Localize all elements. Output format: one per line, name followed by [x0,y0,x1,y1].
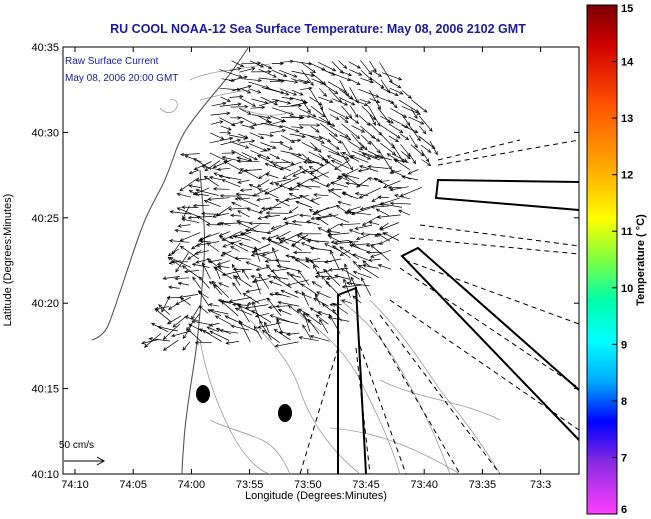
x-tick-label: 73:45 [352,479,380,491]
colorbar-tick-label: 7 [621,452,627,464]
colorbar-tick-label: 12 [621,170,633,182]
x-tick-label: 73:55 [236,479,264,491]
x-tick-label: 73:40 [410,479,438,491]
colorbar-tick-label: 6 [621,504,627,516]
scale-arrow [64,456,106,466]
map-title: RU COOL NOAA-12 Sea Surface Temperature:… [110,22,526,36]
coastline [91,47,249,474]
y-axis-label: Latitude (Degrees:Minutes) [2,194,14,327]
y-axis: 40:35 40:30 40:25 40:20 40:15 40:10 [31,42,579,481]
y-tick-label: 40:15 [31,384,59,396]
map-plot-area [62,46,580,475]
x-axis: 74:10 74:05 74:00 73:55 73:50 73:45 73:40 73:35… [61,47,551,491]
x-tick-label: 74:05 [119,479,147,491]
scale-label: 50 cm/s [59,440,94,451]
colorbar-tick-label: 8 [621,396,627,408]
y-tick-label: 40:35 [31,42,59,54]
colorbar-ticks: 15 14 13 12 11 10 9 8 7 6 [612,3,634,516]
station-marker [278,404,292,422]
annotation-line-2: May 08, 2006 20:00 GMT [65,73,178,84]
colorbar-tick-label: 9 [621,339,627,351]
x-tick-label: 73:35 [469,479,497,491]
x-tick-label: 73:50 [294,479,322,491]
y-tick-label: 40:20 [31,298,59,310]
current-vectors [141,59,438,351]
colorbar [586,4,618,515]
colorbar-tick-label: 10 [621,283,633,295]
x-tick-label: 74:00 [178,479,206,491]
colorbar-tick-label: 15 [621,3,633,15]
x-axis-label: Longitude (Degrees:Minutes) [245,490,387,502]
colorbar-label: Temperature ( °C) [635,214,647,306]
x-tick-label: 73:3 [530,479,551,491]
y-tick-label: 40:25 [31,213,59,225]
colorbar-tick-label: 14 [621,57,634,69]
colorbar-tick-label: 11 [621,226,633,238]
x-tick-label: 74:10 [61,479,89,491]
colorbar-tick-label: 13 [621,113,633,125]
y-tick-label: 40:10 [31,469,59,481]
bathymetry-contours [159,63,501,474]
station-marker [196,385,210,403]
shipping-channels [337,178,579,474]
y-tick-label: 40:30 [31,127,59,139]
annotation-line-1: Raw Surface Current [65,56,159,67]
